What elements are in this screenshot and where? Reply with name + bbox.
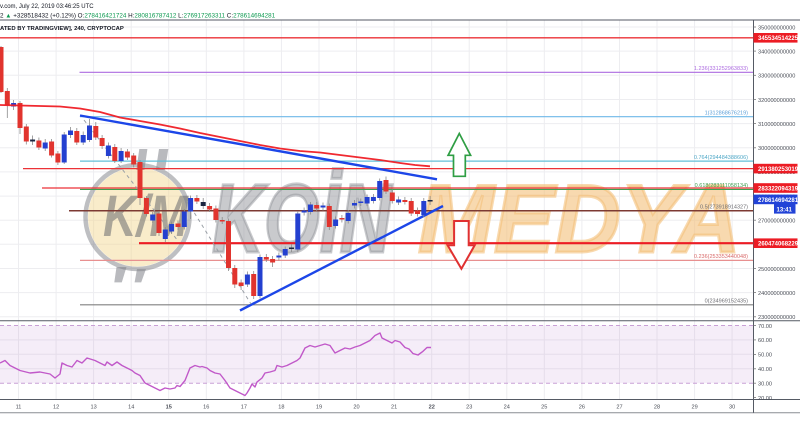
svg-text:330000000000: 330000000000 <box>758 74 795 80</box>
svg-text:v.com, July 22, 2019 03:46:25: v.com, July 22, 2019 03:46:25 UTC <box>0 4 94 10</box>
svg-text:16: 16 <box>203 405 209 411</box>
svg-text:230000000000: 230000000000 <box>758 315 795 321</box>
svg-text:240000000000: 240000000000 <box>758 291 795 297</box>
svg-text:1.236(331252963833): 1.236(331252963833) <box>694 66 748 72</box>
svg-text:60.00: 60.00 <box>758 338 772 344</box>
svg-text:278614694281: 278614694281 <box>758 198 799 204</box>
svg-text:40.00: 40.00 <box>758 367 772 373</box>
svg-text:15: 15 <box>166 405 172 411</box>
svg-text:27: 27 <box>616 405 622 411</box>
svg-text:13:41: 13:41 <box>777 207 793 213</box>
svg-text:MEDYA: MEDYA <box>418 164 740 272</box>
svg-text:KOİN: KOİN <box>212 166 393 274</box>
svg-text:28: 28 <box>654 405 660 411</box>
svg-text:2 ▲ +328518432 (+0.12%) O:2784: 2 ▲ +328518432 (+0.12%) O:278416421724 H… <box>0 13 276 20</box>
svg-text:17: 17 <box>241 405 247 411</box>
svg-text:0.618(283111058134): 0.618(283111058134) <box>695 183 748 189</box>
svg-text:320000000000: 320000000000 <box>758 98 795 104</box>
svg-text:20.00: 20.00 <box>758 396 772 402</box>
svg-text:11: 11 <box>16 405 22 411</box>
svg-text:1(312868676219): 1(312868676219) <box>705 111 749 117</box>
svg-text:0(234969152435): 0(234969152435) <box>705 299 749 305</box>
svg-text:0.5(273918914327): 0.5(273918914327) <box>700 205 748 211</box>
svg-text:0.764(294484388606): 0.764(294484388606) <box>694 155 748 161</box>
svg-text:24: 24 <box>504 405 510 411</box>
svg-text:23: 23 <box>466 405 472 411</box>
svg-text:26: 26 <box>579 405 585 411</box>
svg-text:50.00: 50.00 <box>758 353 772 359</box>
svg-text:260474068229: 260474068229 <box>758 242 799 248</box>
svg-text:21: 21 <box>391 405 397 411</box>
svg-text:25: 25 <box>541 405 547 411</box>
svg-text:345534514225: 345534514225 <box>758 36 799 42</box>
svg-text:22: 22 <box>429 405 435 411</box>
svg-text:20: 20 <box>353 405 359 411</box>
svg-text:70.00: 70.00 <box>758 324 772 330</box>
svg-text:310000000000: 310000000000 <box>758 122 795 128</box>
svg-text:29: 29 <box>691 405 697 411</box>
svg-text:250000000000: 250000000000 <box>758 267 795 273</box>
svg-text:18: 18 <box>278 405 284 411</box>
svg-text:K/M: K/M <box>103 184 189 249</box>
svg-text:30.00: 30.00 <box>758 382 772 388</box>
svg-text:30: 30 <box>729 405 735 411</box>
svg-text:12: 12 <box>53 405 59 411</box>
svg-text:ATED BY TRADINGVIEW], 240, CRY: ATED BY TRADINGVIEW], 240, CRYPTOCAP <box>0 26 124 32</box>
svg-text:14: 14 <box>128 405 134 411</box>
svg-text:19: 19 <box>316 405 322 411</box>
svg-text:300000000000: 300000000000 <box>758 146 795 152</box>
svg-text:270000000000: 270000000000 <box>758 219 795 225</box>
svg-text:291380253019: 291380253019 <box>758 167 799 173</box>
svg-text:283322094319: 283322094319 <box>758 186 799 192</box>
svg-text:0.236(253353440048): 0.236(253353440048) <box>694 254 748 260</box>
svg-text:13: 13 <box>90 405 96 411</box>
svg-text:350000000000: 350000000000 <box>758 25 795 31</box>
svg-text:340000000000: 340000000000 <box>758 49 795 55</box>
